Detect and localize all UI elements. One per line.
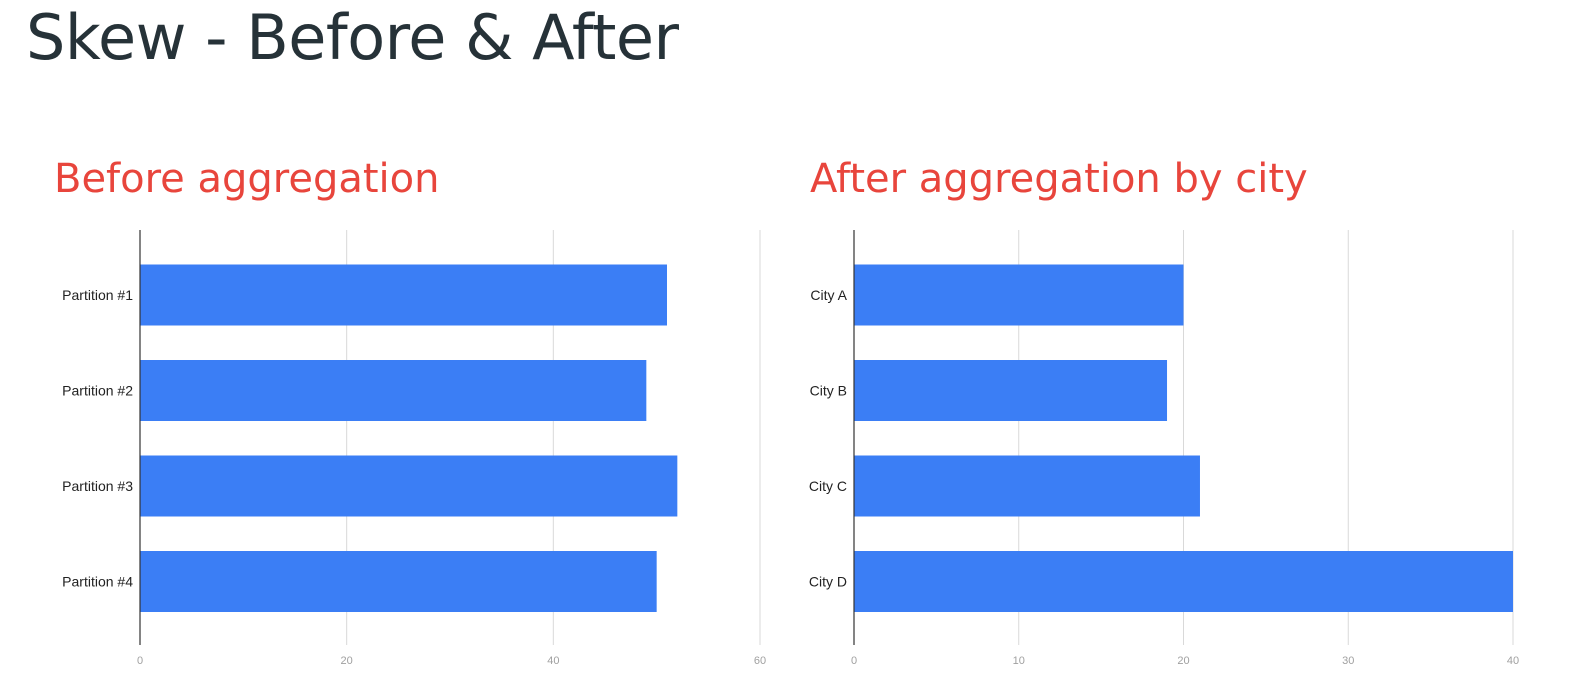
after-bar-2 (854, 360, 1168, 421)
before-bar-1 (140, 264, 667, 326)
chart-title-after: After aggregation by city (810, 156, 1308, 202)
before-x-tick-label: 0 (137, 655, 143, 667)
after-aggregation-chart: 0 10 20 30 40 City A City B City C City D (809, 230, 1519, 667)
before-x-tick-label: 20 (341, 655, 353, 667)
before-category-label: Partition #2 (62, 383, 133, 399)
before-x-tick-label: 40 (547, 655, 559, 667)
before-bar-2 (140, 360, 647, 421)
after-category-label: City B (810, 383, 847, 399)
after-x-tick-label: 30 (1342, 655, 1354, 667)
before-category-label: Partition #1 (62, 287, 133, 303)
after-category-label: City C (809, 478, 847, 494)
after-category-label: City D (809, 574, 847, 590)
before-category-label: Partition #3 (62, 478, 133, 494)
before-aggregation-chart: 0 20 40 60 Partition #1 Partition #2 Partition… (62, 230, 766, 667)
after-x-tick-label: 0 (851, 655, 857, 667)
after-x-tick-label: 40 (1507, 655, 1519, 667)
after-bar-1 (854, 264, 1184, 326)
after-bar-3 (854, 455, 1200, 517)
before-bar-3 (140, 455, 678, 517)
chart-title-before: Before aggregation (54, 156, 440, 202)
after-bar-4 (854, 551, 1513, 612)
slide-title: Skew - Before & After (26, 1, 679, 74)
before-bar-4 (140, 551, 657, 612)
after-x-tick-label: 10 (1013, 655, 1025, 667)
after-x-tick-label: 20 (1177, 655, 1189, 667)
after-category-label: City A (810, 287, 847, 303)
before-category-label: Partition #4 (62, 574, 133, 590)
before-x-tick-label: 60 (754, 655, 766, 667)
